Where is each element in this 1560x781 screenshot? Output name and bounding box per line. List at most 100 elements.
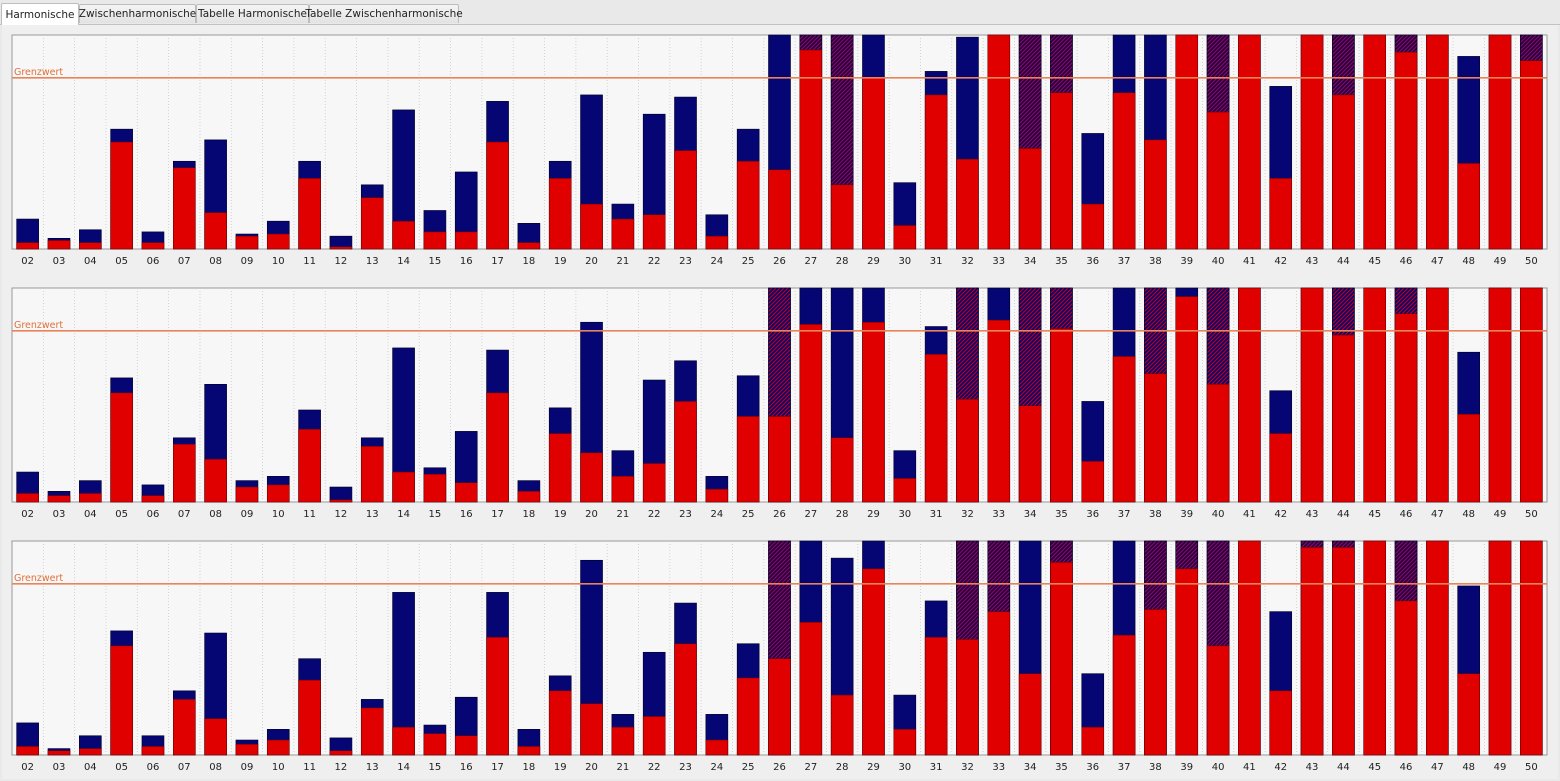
tick-label-29: 29: [867, 762, 880, 773]
bar-red-31: [924, 637, 948, 756]
bar-red-36: [1081, 726, 1105, 756]
bar-red-33: [987, 319, 1011, 503]
tick-label-17: 17: [491, 256, 504, 267]
tick-label-25: 25: [742, 762, 755, 773]
tick-label-45: 45: [1368, 762, 1381, 773]
bar-red-07: [173, 443, 196, 503]
bar-red-06: [141, 242, 165, 250]
tick-label-37: 37: [1118, 256, 1131, 267]
bar-red-16: [454, 482, 478, 503]
tick-label-21: 21: [617, 762, 630, 773]
tick-label-48: 48: [1462, 256, 1475, 267]
tick-label-39: 39: [1180, 509, 1193, 520]
tick-label-14: 14: [397, 256, 410, 267]
chart-area: 02 03 04 05 06 07 08 09 10 11 12 13 14 15 16 17 18 19 20 21…: [2, 25, 1558, 779]
bar-red-38: [1144, 139, 1167, 250]
bar-red-33: [987, 34, 1011, 250]
tick-label-38: 38: [1149, 256, 1162, 267]
tick-label-12: 12: [335, 256, 348, 267]
tick-label-10: 10: [272, 509, 285, 520]
tick-label-05: 05: [115, 509, 128, 520]
bar-red-44: [1332, 94, 1355, 250]
tick-label-30: 30: [898, 256, 911, 267]
bar-red-37: [1112, 634, 1136, 756]
bar-red-18: [517, 242, 541, 250]
tick-label-30: 30: [898, 509, 911, 520]
tick-label-34: 34: [1024, 509, 1037, 520]
tick-label-29: 29: [867, 509, 880, 520]
tick-label-08: 08: [209, 762, 222, 773]
bar-red-44: [1332, 334, 1355, 503]
bar-red-43: [1300, 34, 1324, 250]
tick-label-05: 05: [115, 762, 128, 773]
tick-label-40: 40: [1212, 762, 1225, 773]
tick-label-33: 33: [992, 256, 1005, 267]
tick-label-02: 02: [21, 256, 34, 267]
tab-tabelle-zwischenharmonische[interactable]: Tabelle Zwischenharmonische: [305, 4, 463, 23]
bar-red-41: [1238, 540, 1261, 756]
tick-label-35: 35: [1055, 509, 1068, 520]
tick-label-32: 32: [961, 256, 974, 267]
bar-red-17: [486, 141, 509, 250]
bar-red-25: [736, 161, 760, 250]
bar-red-44: [1332, 547, 1355, 756]
tick-label-50: 50: [1525, 762, 1538, 773]
tab-zwischenharmonische[interactable]: Zwischenharmonische: [79, 4, 196, 23]
tick-label-40: 40: [1212, 256, 1225, 267]
bar-red-12: [329, 246, 353, 250]
bar-red-16: [454, 231, 478, 250]
bar-red-25: [736, 677, 760, 756]
tick-label-27: 27: [804, 256, 817, 267]
bar-red-29: [862, 77, 885, 250]
bar-red-10: [267, 484, 290, 503]
tick-label-37: 37: [1118, 509, 1131, 520]
tick-label-11: 11: [303, 256, 316, 267]
tick-label-35: 35: [1055, 762, 1068, 773]
bar-red-06: [141, 746, 165, 756]
tick-label-35: 35: [1055, 256, 1068, 267]
bar-red-27: [799, 622, 823, 756]
tick-label-49: 49: [1494, 509, 1507, 520]
tab-harmonische[interactable]: Harmonische: [1, 3, 79, 25]
tick-label-47: 47: [1431, 509, 1444, 520]
bar-red-09: [235, 744, 259, 756]
bar-red-37: [1112, 356, 1136, 503]
bar-red-21: [611, 218, 635, 250]
bar-red-48: [1457, 163, 1480, 250]
harmonics-chart-3: 02 03 04 05 06 07 08 09 10 11 12 13 14 15 16 17 18 19 20 21…: [11, 540, 1548, 773]
tick-label-39: 39: [1180, 256, 1193, 267]
tick-label-03: 03: [53, 256, 66, 267]
bar-red-23: [674, 401, 697, 503]
bar-red-37: [1112, 92, 1136, 250]
bar-red-26: [768, 658, 791, 756]
bar-red-26: [768, 169, 791, 250]
bar-red-12: [329, 499, 353, 503]
tick-label-23: 23: [679, 256, 692, 267]
bar-red-50: [1520, 60, 1543, 250]
bar-red-45: [1363, 287, 1386, 503]
tab-tabelle-harmonische[interactable]: Tabelle Harmonische: [196, 4, 309, 23]
bar-red-15: [423, 733, 447, 756]
bar-red-34: [1018, 148, 1042, 250]
tick-label-49: 49: [1494, 256, 1507, 267]
bar-red-10: [267, 233, 290, 250]
harmonics-chart-1: 02 03 04 05 06 07 08 09 10 11 12 13 14 15 16 17 18 19 20 21…: [11, 34, 1548, 267]
bar-red-13: [361, 197, 384, 250]
tick-label-43: 43: [1306, 762, 1319, 773]
bar-red-25: [736, 416, 760, 503]
bar-red-08: [204, 718, 227, 756]
bar-red-26: [768, 416, 791, 503]
bar-red-27: [799, 49, 823, 250]
bar-red-20: [580, 203, 603, 250]
bar-red-33: [987, 611, 1011, 756]
tick-label-40: 40: [1212, 509, 1225, 520]
tick-label-41: 41: [1243, 762, 1256, 773]
tick-label-30: 30: [898, 762, 911, 773]
bar-red-45: [1363, 34, 1386, 250]
bar-red-40: [1206, 384, 1230, 503]
tick-label-39: 39: [1180, 762, 1193, 773]
tick-label-38: 38: [1149, 762, 1162, 773]
bar-red-18: [517, 491, 541, 503]
tick-label-07: 07: [178, 256, 191, 267]
tick-label-09: 09: [241, 762, 254, 773]
